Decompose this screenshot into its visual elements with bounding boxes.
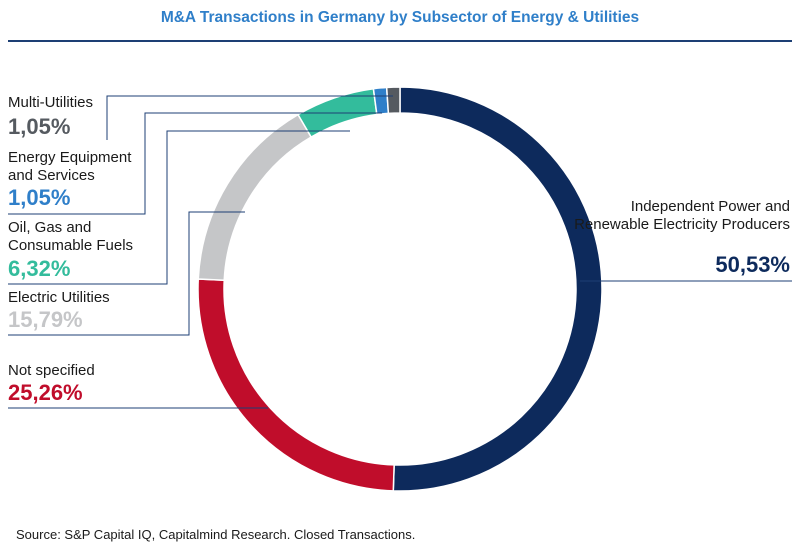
data-label-multi-utilities: 1,05% — [8, 114, 71, 139]
data-label-independent-power: 50,53% — [715, 252, 790, 277]
legend-label-energy-equipment: Energy Equipment and Services — [8, 149, 132, 184]
slice-electric-utilities — [197, 113, 313, 282]
leader-multi-utilities — [106, 95, 393, 140]
data-label-not-specified: 25,26% — [8, 380, 83, 405]
data-label-oil-gas: 6,32% — [8, 256, 71, 281]
slice-independent-power — [392, 86, 603, 492]
chart-title: M&A Transactions in Germany by Subsector… — [160, 9, 640, 26]
slice-multi-utilities — [385, 86, 401, 115]
legend-label-electric-utilities: Electric Utilities — [8, 289, 110, 306]
legend-label-multi-utilities: Multi-Utilities — [8, 94, 94, 111]
legend-label-oil-gas: Oil, Gas and Consumable Fuels — [8, 219, 134, 254]
data-label-electric-utilities: 15,79% — [8, 307, 83, 332]
legend-label-independent-power: Independent Power and Renewable Electric… — [574, 198, 790, 233]
leader-energy-equipment — [8, 112, 382, 215]
title-rule — [8, 40, 792, 42]
leader-electric-utilities — [8, 211, 245, 336]
leader-oil-gas — [8, 130, 350, 285]
slice-not-specified — [197, 278, 395, 492]
data-label-energy-equipment: 1,05% — [8, 185, 71, 210]
legend-label-not-specified: Not specified — [8, 362, 95, 379]
slice-energy-equipment — [372, 86, 390, 116]
source-note: Source: S&P Capital IQ, Capitalmind Rese… — [16, 527, 416, 542]
